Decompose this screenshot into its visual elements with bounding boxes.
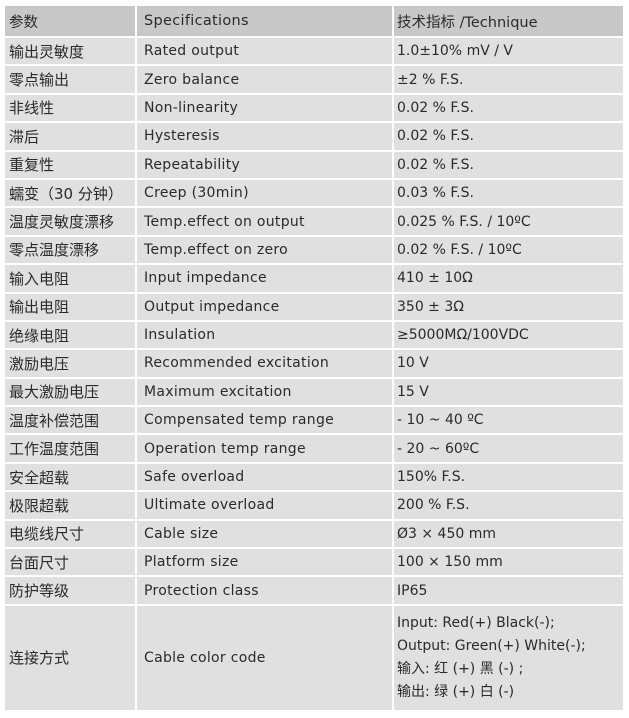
parameter-value: ≥5000MΩ/100VDC — [394, 321, 623, 349]
table-row: 温度补偿范围 Compensated temp range - 10 ~ 40 ºC — [5, 407, 623, 434]
cable-color-line: Output: Green(+) White(-); — [397, 637, 586, 654]
spec-table: 参数 Specifications 技术指标 /Technique 输出灵敏度 R… — [3, 4, 625, 712]
table-row: 激励电压 Recommended excitation 10 V — [5, 350, 623, 377]
table-row: 重复性 Repeatability 0.02 % F.S. — [5, 151, 623, 178]
parameter-en: Temp.effect on zero — [137, 236, 392, 264]
table-row: 零点温度漂移 Temp.effect on zero 0.02 % F.S. / 1… — [5, 236, 623, 264]
table-row: 台面尺寸 Platform size 100 × 150 mm — [5, 549, 623, 576]
table-row-cable-color: 连接方式 Cable color code Input: Red(+) Black(… — [5, 605, 623, 710]
table-row: 绝缘电阻 Insulation ≥5000MΩ/100VDC — [5, 321, 623, 349]
parameter-value: 15 V — [394, 378, 623, 406]
parameter-cn: 绝缘电阻 — [5, 321, 135, 349]
parameter-cn: 滞后 — [5, 123, 135, 150]
table-row: 防护等级 Protection class IP65 — [5, 577, 623, 604]
parameter-value: Input: Red(+) Black(-); Output: Green(+) … — [394, 605, 623, 710]
parameter-en: Cable color code — [137, 605, 392, 710]
parameter-cn: 温度灵敏度漂移 — [5, 208, 135, 235]
table-row: 工作温度范围 Operation temp range - 20 ~ 60ºC — [5, 435, 623, 462]
header-technique: 技术指标 /Technique — [394, 6, 623, 36]
parameter-value: 10 V — [394, 350, 623, 377]
parameter-cn: 安全超载 — [5, 463, 135, 491]
cable-color-line: 输出: 绿 (+) 白 (-) — [397, 683, 515, 700]
parameter-cn: 重复性 — [5, 151, 135, 178]
parameter-value: 350 ± 3Ω — [394, 293, 623, 320]
parameter-cn: 零点输出 — [5, 66, 135, 93]
parameter-value: 150% F.S. — [394, 463, 623, 491]
parameter-en: Rated output — [137, 38, 392, 65]
parameter-en: Compensated temp range — [137, 407, 392, 434]
parameter-cn: 工作温度范围 — [5, 435, 135, 462]
parameter-cn: 温度补偿范围 — [5, 407, 135, 434]
table-row: 温度灵敏度漂移 Temp.effect on output 0.025 % F.S.… — [5, 208, 623, 235]
parameter-value: 410 ± 10Ω — [394, 265, 623, 292]
parameter-en: Creep (30min) — [137, 179, 392, 207]
parameter-cn: 输入电阻 — [5, 265, 135, 292]
parameter-cn: 电缆线尺寸 — [5, 520, 135, 548]
parameter-cn: 输出电阻 — [5, 293, 135, 320]
parameter-value: 0.02 % F.S. — [394, 151, 623, 178]
parameter-value: 200 % F.S. — [394, 492, 623, 519]
table-row: 输入电阻 Input impedance 410 ± 10Ω — [5, 265, 623, 292]
parameter-en: Repeatability — [137, 151, 392, 178]
parameter-value: 100 × 150 mm — [394, 549, 623, 576]
table-row: 安全超载 Safe overload 150% F.S. — [5, 463, 623, 491]
parameter-value: 0.03 % F.S. — [394, 179, 623, 207]
parameter-en: Ultimate overload — [137, 492, 392, 519]
parameter-en: Hysteresis — [137, 123, 392, 150]
table-row: 输出灵敏度 Rated output 1.0±10% mV / V — [5, 38, 623, 65]
header-specifications: Specifications — [137, 6, 392, 36]
parameter-en: Operation temp range — [137, 435, 392, 462]
table-row: 最大激励电压 Maximum excitation 15 V — [5, 378, 623, 406]
parameter-en: Protection class — [137, 577, 392, 604]
parameter-en: Platform size — [137, 549, 392, 576]
parameter-value: Ø3 × 450 mm — [394, 520, 623, 548]
parameter-value: 0.025 % F.S. / 10ºC — [394, 208, 623, 235]
parameter-cn: 非线性 — [5, 94, 135, 122]
parameter-en: Temp.effect on output — [137, 208, 392, 235]
cable-color-line: Input: Red(+) Black(-); — [397, 614, 555, 631]
parameter-cn: 激励电压 — [5, 350, 135, 377]
parameter-en: Maximum excitation — [137, 378, 392, 406]
table-row: 蠕变（30 分钟） Creep (30min) 0.03 % F.S. — [5, 179, 623, 207]
table-row: 电缆线尺寸 Cable size Ø3 × 450 mm — [5, 520, 623, 548]
parameter-cn: 最大激励电压 — [5, 378, 135, 406]
parameter-value: 0.02 % F.S. / 10ºC — [394, 236, 623, 264]
parameter-cn: 零点温度漂移 — [5, 236, 135, 264]
parameter-en: Non-linearity — [137, 94, 392, 122]
parameter-value: IP65 — [394, 577, 623, 604]
parameter-en: Input impedance — [137, 265, 392, 292]
parameter-en: Output impedance — [137, 293, 392, 320]
table-row: 非线性 Non-linearity 0.02 % F.S. — [5, 94, 623, 122]
header-parameter: 参数 — [5, 6, 135, 36]
parameter-cn: 防护等级 — [5, 577, 135, 604]
table-row: 极限超载 Ultimate overload 200 % F.S. — [5, 492, 623, 519]
parameter-value: 0.02 % F.S. — [394, 123, 623, 150]
parameter-cn: 连接方式 — [5, 605, 135, 710]
parameter-value: - 10 ~ 40 ºC — [394, 407, 623, 434]
parameter-value: 1.0±10% mV / V — [394, 38, 623, 65]
table-header-row: 参数 Specifications 技术指标 /Technique — [5, 6, 623, 36]
parameter-en: Cable size — [137, 520, 392, 548]
parameter-en: Insulation — [137, 321, 392, 349]
parameter-value: ±2 % F.S. — [394, 66, 623, 93]
parameter-en: Zero balance — [137, 66, 392, 93]
table-row: 输出电阻 Output impedance 350 ± 3Ω — [5, 293, 623, 320]
cable-color-line: 输入: 红 (+) 黑 (-) ; — [397, 660, 524, 677]
parameter-cn: 台面尺寸 — [5, 549, 135, 576]
parameter-value: 0.02 % F.S. — [394, 94, 623, 122]
parameter-cn: 蠕变（30 分钟） — [5, 179, 135, 207]
table-row: 零点输出 Zero balance ±2 % F.S. — [5, 66, 623, 93]
parameter-value: - 20 ~ 60ºC — [394, 435, 623, 462]
parameter-cn: 极限超载 — [5, 492, 135, 519]
parameter-cn: 输出灵敏度 — [5, 38, 135, 65]
parameter-en: Safe overload — [137, 463, 392, 491]
table-row: 滞后 Hysteresis 0.02 % F.S. — [5, 123, 623, 150]
parameter-en: Recommended excitation — [137, 350, 392, 377]
